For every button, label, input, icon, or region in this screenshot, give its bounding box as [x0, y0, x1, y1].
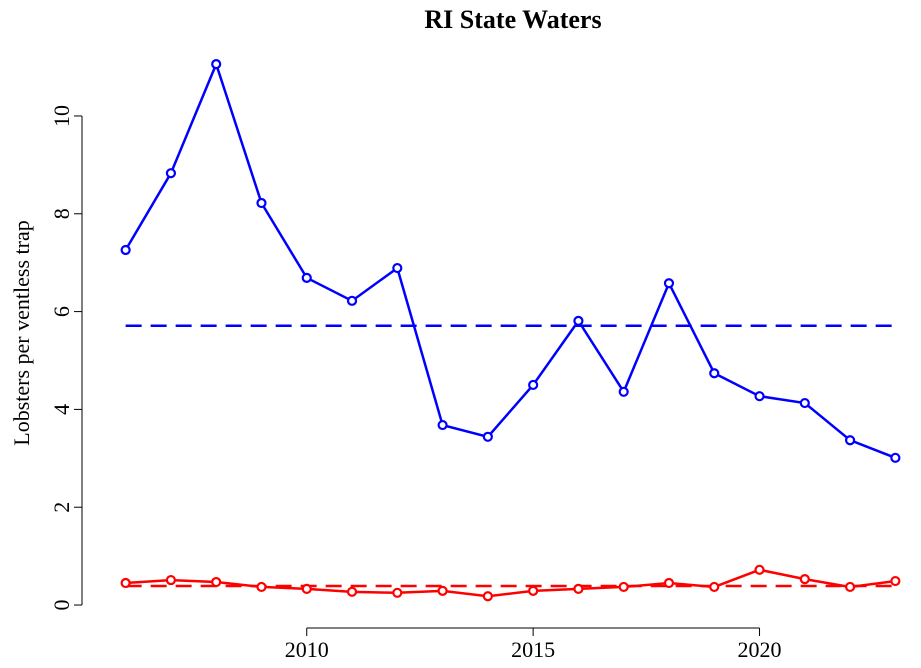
data-point: [120, 577, 131, 589]
data-point: [392, 262, 403, 274]
data-point: [709, 581, 720, 593]
data-point: [392, 587, 403, 598]
y-axis-label: Lobsters per ventless trap: [9, 220, 34, 445]
data-point: [844, 581, 856, 593]
data-point: [618, 581, 629, 593]
data-point: [256, 581, 267, 593]
y-tick-label: 10: [49, 105, 74, 127]
x-tick-label: 2015: [511, 637, 555, 662]
y-tick-label: 0: [49, 600, 74, 611]
data-point: [663, 577, 675, 589]
x-tick-label: 2020: [738, 637, 782, 662]
data-point: [528, 379, 539, 391]
data-point: [482, 431, 493, 442]
data-point: [754, 391, 765, 402]
data-point: [165, 168, 177, 179]
data-point: [618, 386, 629, 397]
data-point: [256, 197, 267, 209]
data-point: [437, 419, 448, 431]
data-point: [528, 585, 539, 596]
data-point: [120, 244, 131, 256]
y-tick-label: 8: [49, 208, 74, 219]
data-point: [211, 576, 222, 588]
data-point: [799, 397, 810, 409]
data-point: [573, 583, 584, 594]
data-point: [301, 583, 312, 594]
data-point: [165, 574, 177, 586]
data-point: [346, 295, 358, 306]
y-tick-label: 2: [49, 502, 74, 513]
data-point: [301, 272, 312, 283]
data-point: [663, 278, 675, 289]
data-point: [799, 574, 810, 585]
x-tick-label: 2010: [285, 637, 329, 662]
data-point: [890, 452, 901, 463]
data-point: [890, 575, 901, 587]
data-point: [482, 591, 493, 602]
data-point: [437, 585, 448, 596]
data-point: [573, 315, 584, 326]
y-tick-label: 4: [49, 404, 74, 415]
data-point: [211, 59, 222, 70]
y-tick-label: 6: [49, 306, 74, 317]
data-point: [709, 368, 720, 379]
data-point: [844, 435, 856, 446]
data-point: [346, 586, 358, 597]
series-line: [125, 568, 896, 598]
chart-title: RI State Waters: [424, 5, 601, 34]
series-line: [124, 60, 896, 459]
data-point: [754, 564, 765, 575]
